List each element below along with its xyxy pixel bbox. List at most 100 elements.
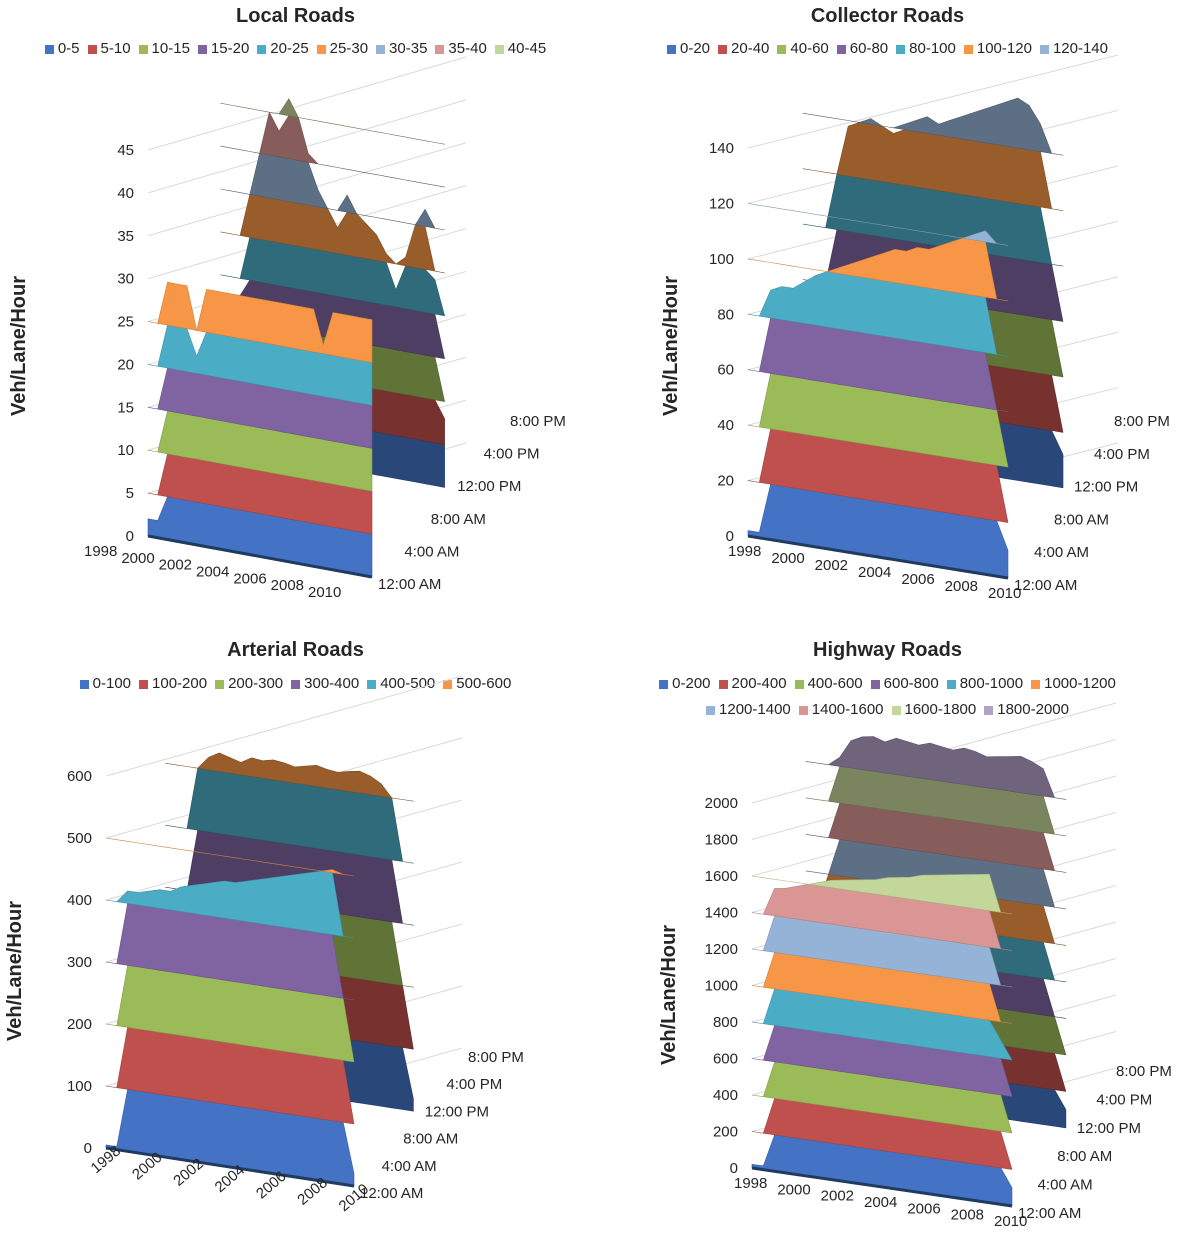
chart-legend: 0-20 20-40 40-60 60-80 80-100 100-120 120-140	[592, 36, 1183, 62]
legend-item: 25-30	[316, 36, 368, 62]
surface-band	[105, 870, 355, 939]
legend-item: 1800-2000	[984, 697, 1069, 723]
legend-label: 30-35	[389, 40, 428, 57]
legend-item: 200-400	[718, 671, 787, 697]
surface-band	[747, 203, 1009, 246]
legend-swatch	[367, 679, 377, 689]
x-tick-label: 2002	[815, 557, 848, 574]
y-tick-label: 200	[713, 1124, 738, 1141]
legend-label: 1600-1800	[904, 701, 977, 718]
y-tick-label: 140	[709, 140, 734, 157]
legend-item: 40-60	[777, 36, 829, 62]
legend-swatch	[79, 679, 89, 689]
legend-label: 0-200	[672, 675, 711, 692]
surface-floor-edge	[147, 534, 373, 579]
y-tick-label: 500	[67, 830, 92, 847]
legend-label: 1200-1400	[719, 701, 791, 718]
legend-swatch	[659, 679, 669, 689]
legend-swatch	[139, 679, 149, 689]
z-tick-label: 4:00 PM	[446, 1076, 502, 1093]
x-tick-label: 2010	[994, 1213, 1027, 1230]
y-tick-label: 35	[117, 228, 134, 245]
legend-swatch	[376, 44, 386, 54]
y-tick-label: 800	[713, 1014, 738, 1031]
legend-item: 100-120	[963, 36, 1032, 62]
legend-swatch	[494, 44, 504, 54]
legend-item: 0-100	[79, 671, 131, 697]
z-tick-label: 4:00 AM	[404, 543, 459, 560]
legend-item: 0-5	[44, 36, 80, 62]
legend-item: 300-400	[291, 671, 359, 697]
legend-label: 100-200	[152, 675, 208, 692]
x-tick-label: 2010	[308, 584, 341, 601]
z-tick-label: 8:00 PM	[510, 413, 566, 430]
y-tick-label: 120	[709, 195, 734, 212]
legend-swatch	[946, 679, 956, 689]
legend-item: 200-300	[215, 671, 283, 697]
x-tick-label: 2008	[945, 578, 978, 595]
legend-label: 800-1000	[959, 675, 1024, 692]
legend-label: 80-100	[909, 40, 956, 57]
chart-panel-local: Local Roads 0-5 5-10 10-15 15-20 20-25 25-30 3…	[0, 0, 591, 617]
legend-swatch	[718, 679, 728, 689]
y-tick-label: 10	[117, 442, 134, 459]
legend-swatch	[798, 705, 808, 715]
legend-item: 500-600	[443, 671, 511, 697]
x-tick-label: 2002	[159, 557, 192, 574]
z-tick-label: 12:00 AM	[1014, 577, 1077, 594]
surface-floor-edge	[105, 1146, 355, 1188]
y-tick-label: 600	[67, 768, 92, 785]
surface-band	[802, 122, 1064, 211]
y-tick-label: 200	[67, 1016, 92, 1033]
y-tick-label: 1000	[705, 978, 738, 995]
legend-label: 200-400	[731, 675, 787, 692]
legend-swatch	[257, 44, 267, 54]
chart-title: Local Roads	[236, 5, 355, 27]
gridline	[105, 675, 463, 777]
z-tick-label: 12:00 PM	[1074, 479, 1138, 496]
legend-item: 0-200	[659, 671, 711, 697]
chart-title: Collector Roads	[810, 5, 965, 27]
x-tick-label: 2000	[771, 550, 804, 567]
legend-item: 100-200	[139, 671, 207, 697]
y-tick-label: 400	[713, 1087, 738, 1104]
z-tick-label: 4:00 PM	[1094, 446, 1150, 463]
legend-swatch	[44, 44, 54, 54]
legend-label: 10-15	[151, 40, 190, 57]
y-tick-label: 15	[117, 399, 134, 416]
legend-label: 40-60	[790, 40, 829, 57]
legend-item: 400-600	[794, 671, 863, 697]
surface-band	[105, 837, 355, 877]
legend-swatch	[984, 705, 994, 715]
z-tick-label: 12:00 PM	[457, 478, 521, 495]
x-tick-label: 2006	[233, 570, 266, 587]
legend-swatch	[138, 44, 148, 54]
legend-swatch	[836, 44, 846, 54]
y-tick-label: 100	[709, 251, 734, 268]
z-tick-label: 12:00 AM	[1018, 1205, 1081, 1222]
legend-label: 120-140	[1052, 40, 1108, 57]
y-tick-label: 0	[126, 528, 134, 545]
legend-item: 0-20	[667, 36, 710, 62]
legend-item: 600-800	[870, 671, 939, 697]
x-tick-label: 2002	[821, 1188, 854, 1205]
y-tick-label: 0	[84, 1140, 92, 1157]
z-tick-label: 8:00 AM	[431, 511, 486, 528]
legend-label: 400-600	[807, 675, 863, 692]
y-tick-label: 1800	[705, 832, 738, 849]
legend-item: 10-15	[138, 36, 190, 62]
z-tick-label: 8:00 AM	[403, 1131, 458, 1148]
legend-item: 120-140	[1039, 36, 1108, 62]
legend-item: 80-100	[896, 36, 956, 62]
surface-band	[147, 281, 373, 363]
y-tick-label: 40	[717, 417, 734, 434]
legend-swatch	[1039, 44, 1049, 54]
legend-item: 1400-1600	[798, 697, 884, 723]
legend-label: 500-600	[456, 675, 512, 692]
legend-item: 1600-1800	[891, 697, 977, 723]
legend-swatch	[896, 44, 906, 54]
y-tick-label: 20	[117, 356, 134, 373]
legend-swatch	[794, 679, 804, 689]
x-tick-label: 1998	[84, 543, 117, 560]
